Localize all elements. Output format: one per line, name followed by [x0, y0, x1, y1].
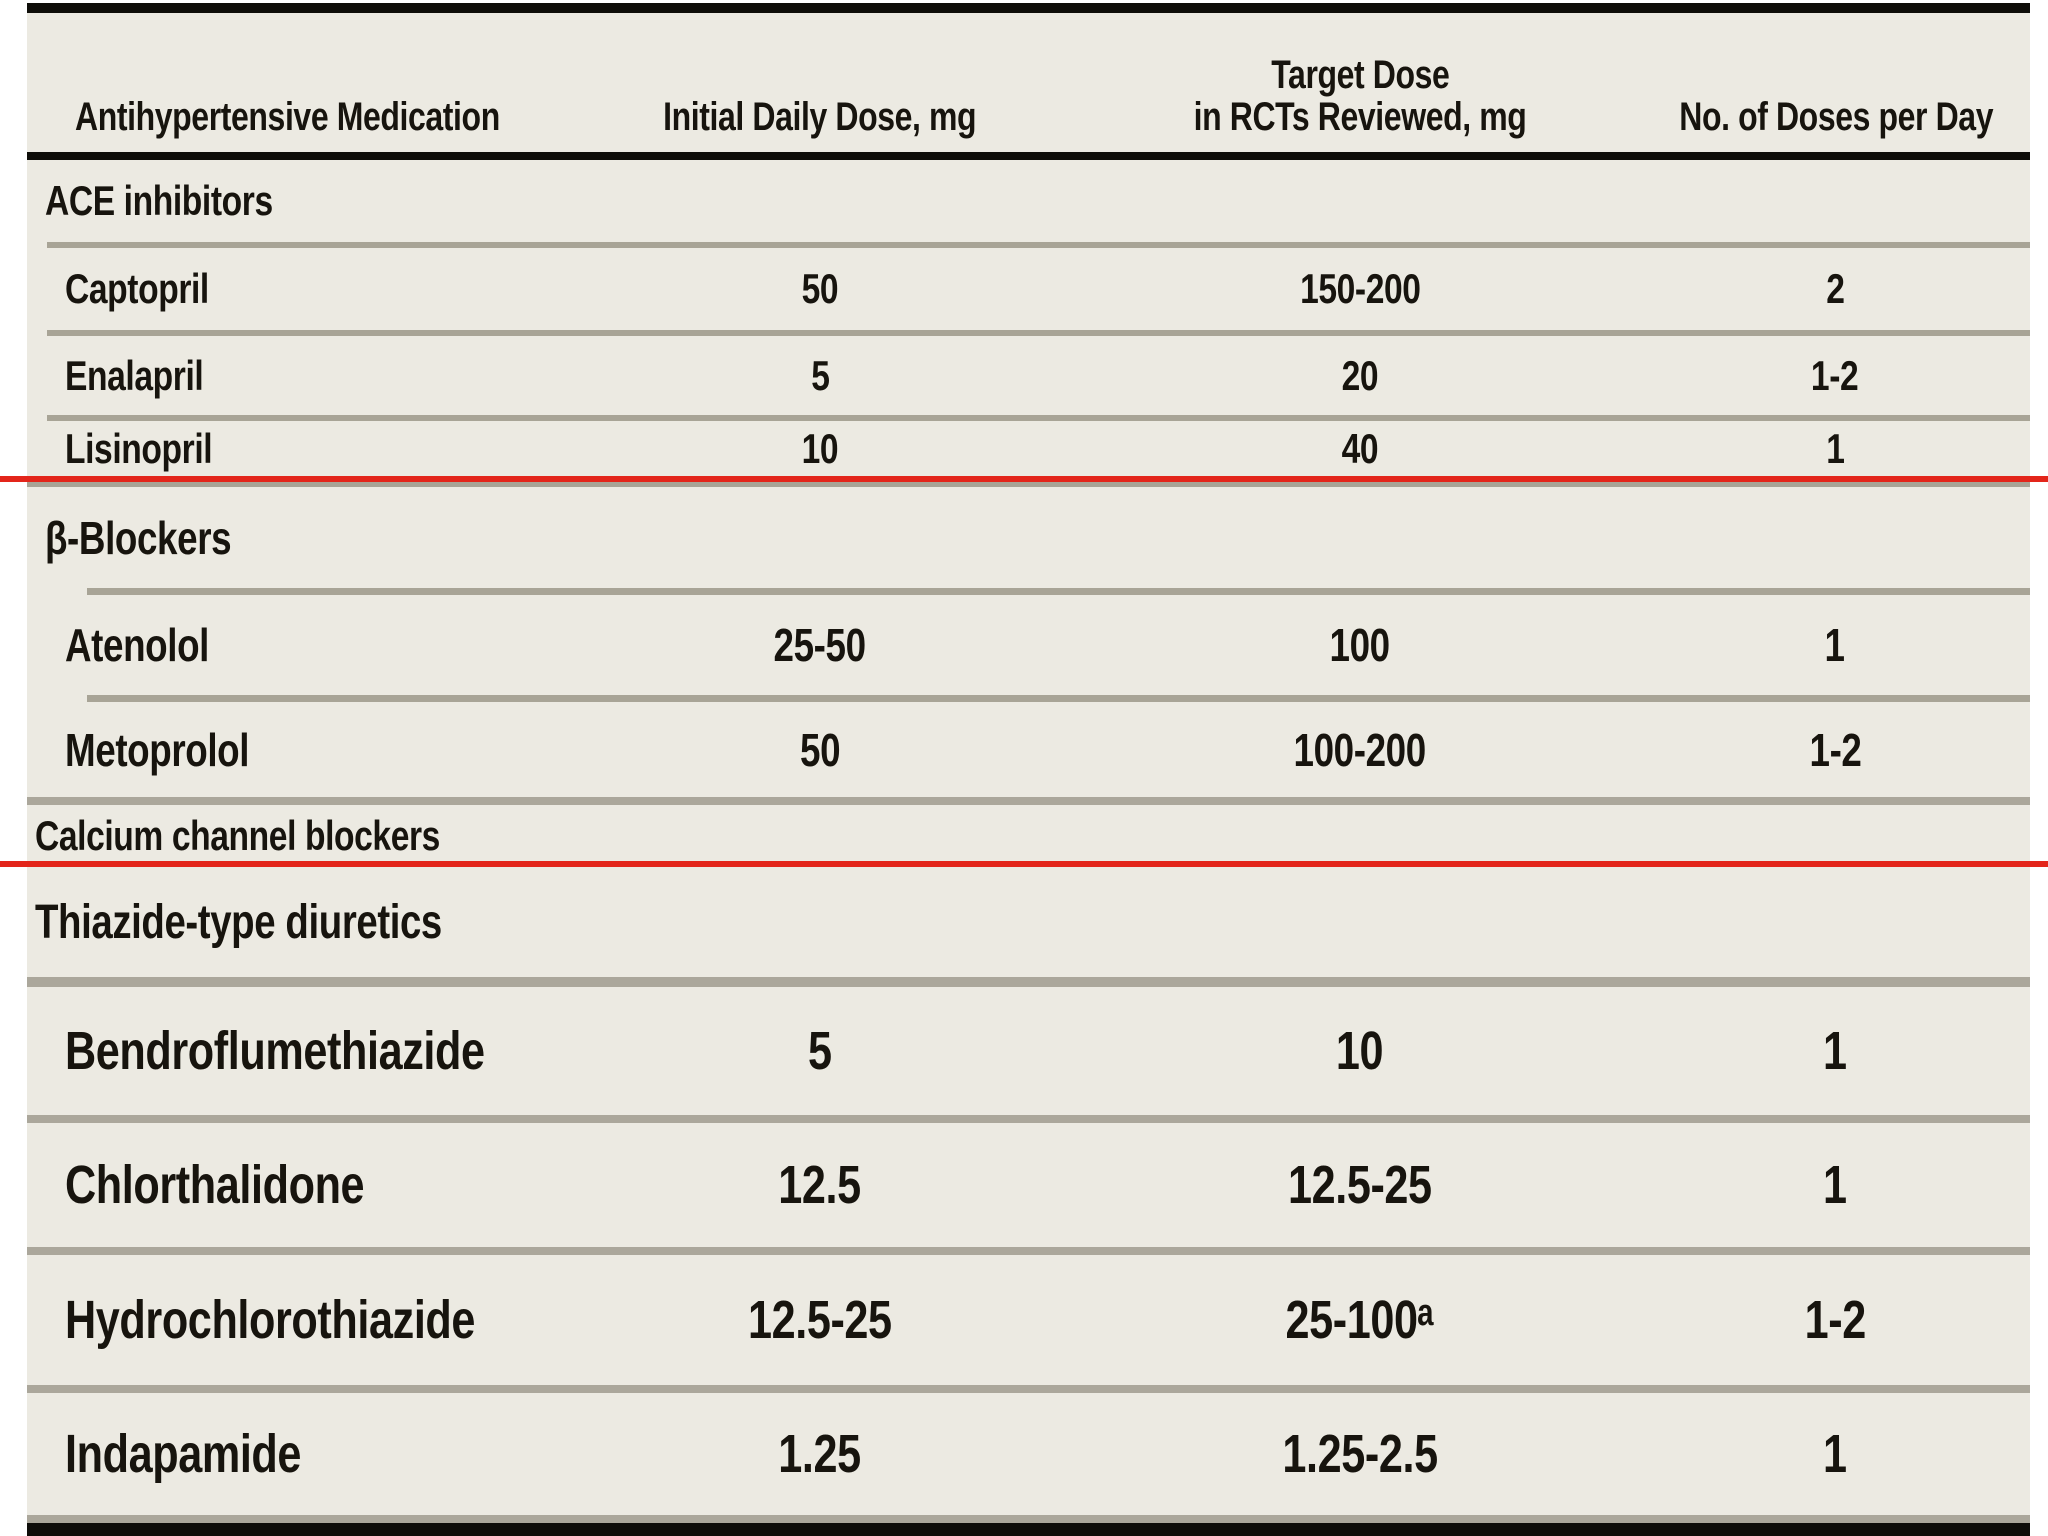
initial-dose-value: 5	[810, 351, 830, 399]
initial-dose-value: 12.5	[778, 1155, 862, 1215]
table-row-enalapril: Enalapril 5 20 1-2	[27, 336, 2030, 415]
initial-dose-value: 50	[801, 265, 839, 312]
doses-per-day-value: 1-2	[1808, 723, 1861, 776]
target-dose-value: 100	[1329, 619, 1391, 671]
table-bottom-border	[27, 1523, 2030, 1536]
table-row-chlorthalidone: Chlorthalidone 12.5 12.5-25 1	[27, 1123, 2030, 1247]
drug-name: Bendroflumethiazide	[65, 1021, 485, 1081]
row-divider	[47, 242, 2030, 248]
header-doses-per-day: No. of Doses per Day	[1640, 96, 2030, 138]
header-label: No. of Doses per Day	[1679, 95, 1994, 139]
header-underline	[27, 152, 2030, 160]
table-top-border	[27, 3, 2030, 13]
drug-name: Lisinopril	[65, 425, 213, 472]
drug-name: Indapamide	[65, 1424, 302, 1484]
section-header-thiazide-type-diuretics: Thiazide-type diuretics	[27, 867, 2030, 977]
header-initial-daily-dose: Initial Daily Dose, mg	[560, 96, 1080, 138]
table-row-hydrochlorothiazide: Hydrochlorothiazide 12.5-25 25-100ᵃ 1-2	[27, 1255, 2030, 1385]
row-divider	[47, 415, 2030, 421]
doses-per-day-value: 1	[1823, 1424, 1847, 1484]
initial-dose-value: 12.5-25	[748, 1290, 892, 1350]
section-header-ace-inhibitors: ACE inhibitors	[27, 160, 2030, 242]
target-dose-value: 12.5-25	[1288, 1155, 1432, 1215]
target-dose-value: 10	[1336, 1021, 1384, 1081]
table-row-indapamide: Indapamide 1.25 1.25-2.5 1	[27, 1393, 2030, 1515]
initial-dose-value: 1.25	[778, 1424, 862, 1484]
drug-name: Captopril	[65, 265, 209, 312]
drug-name: Metoprolol	[65, 723, 250, 776]
row-divider	[27, 1515, 2030, 1523]
annotation-red-line-2	[0, 861, 2048, 867]
row-divider	[87, 695, 2030, 702]
table-row-atenolol: Atenolol 25-50 100 1	[27, 595, 2030, 695]
section-divider	[27, 797, 2030, 805]
medication-dose-table: Antihypertensive Medication Initial Dail…	[27, 3, 2030, 1536]
header-label: Antihypertensive Medication	[75, 95, 500, 139]
doses-per-day-value: 1	[1823, 1021, 1847, 1081]
section-header-beta-blockers: β-Blockers	[27, 487, 2030, 588]
initial-dose-value: 5	[808, 1021, 832, 1081]
section-header-calcium-channel-blockers: Calcium channel blockers	[27, 805, 2030, 867]
section-divider	[27, 477, 2030, 487]
header-label: Initial Daily Dose, mg	[663, 95, 977, 139]
row-divider	[47, 330, 2030, 336]
header-label-line1: Target Dose	[1270, 53, 1450, 97]
initial-dose-value: 10	[801, 425, 839, 472]
doses-per-day-value: 1	[1823, 1155, 1847, 1215]
header-label-line2: in RCTs Reviewed, mg	[1193, 95, 1527, 139]
target-dose-value: 150-200	[1299, 265, 1421, 312]
annotation-red-line-1	[0, 476, 2048, 482]
row-divider	[87, 588, 2030, 595]
drug-name: Enalapril	[65, 351, 204, 399]
drug-name: Hydrochlorothiazide	[65, 1290, 476, 1350]
target-dose-value: 40	[1341, 425, 1379, 472]
row-divider	[27, 1115, 2030, 1123]
doses-per-day-value: 1-2	[1804, 1290, 1866, 1350]
header-target-dose: Target Dose in RCTs Reviewed, mg	[1080, 54, 1640, 138]
initial-dose-value: 25-50	[773, 619, 867, 671]
initial-dose-value: 50	[799, 723, 841, 776]
section-label: β-Blockers	[45, 511, 232, 564]
table-row-metoprolol: Metoprolol 50 100-200 1-2	[27, 702, 2030, 797]
doses-per-day-value: 2	[1825, 265, 1845, 312]
header-antihypertensive-medication: Antihypertensive Medication	[27, 96, 560, 138]
table-row-bendroflumethiazide: Bendroflumethiazide 5 10 1	[27, 987, 2030, 1115]
section-label: ACE inhibitors	[45, 177, 273, 224]
doses-per-day-value: 1	[1824, 619, 1846, 671]
table-header-row: Antihypertensive Medication Initial Dail…	[27, 13, 2030, 152]
section-divider	[27, 977, 2030, 987]
drug-name: Chlorthalidone	[65, 1155, 365, 1215]
section-label: Calcium channel blockers	[35, 812, 440, 859]
drug-name: Atenolol	[65, 619, 209, 671]
table-row-captopril: Captopril 50 150-200 2	[27, 248, 2030, 330]
target-dose-value: 20	[1341, 351, 1379, 399]
table-row-lisinopril: Lisinopril 10 40 1	[27, 421, 2030, 477]
target-dose-value: 100-200	[1293, 723, 1427, 776]
target-dose-value: 25-100ᵃ	[1285, 1290, 1435, 1350]
doses-per-day-value: 1-2	[1811, 351, 1859, 399]
row-divider	[27, 1247, 2030, 1255]
target-dose-value: 1.25-2.5	[1282, 1424, 1438, 1484]
section-label: Thiazide-type diuretics	[35, 895, 442, 949]
row-divider	[27, 1385, 2030, 1393]
doses-per-day-value: 1	[1825, 425, 1845, 472]
